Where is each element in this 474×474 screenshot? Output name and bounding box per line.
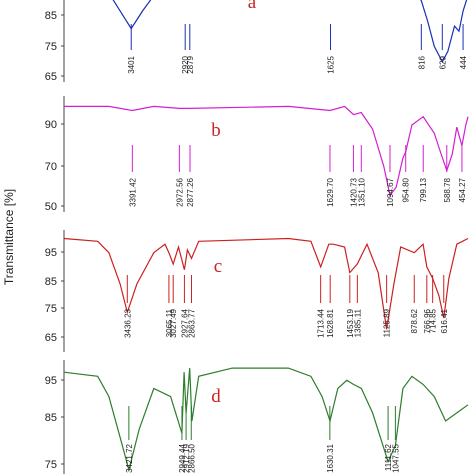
peak-label: 3391.42 (128, 177, 137, 206)
peak-label: 629 (438, 55, 447, 69)
peak-label: 1125.89 (383, 308, 392, 337)
peak-label: 1630.31 (326, 443, 335, 472)
panel-letter-b: b (211, 120, 221, 141)
peak-label: 1094.67 (386, 177, 395, 206)
peak-label: 3436.23 (123, 308, 132, 337)
y-tick-label: 65 (45, 71, 57, 83)
y-tick-label: 85 (45, 412, 57, 424)
peak-label: 3027.49 (169, 308, 178, 337)
peak-label: 2877.26 (186, 177, 195, 206)
peak-label: 2927.64 (180, 308, 189, 337)
peak-label: 2863.77 (188, 308, 197, 337)
peak-label: 816 (417, 55, 426, 69)
peak-label: 878.62 (410, 308, 419, 333)
peak-label: 799.13 (419, 177, 428, 202)
peak-label: 1420.73 (349, 177, 358, 206)
peak-label: 1111.62 (384, 443, 393, 471)
peak-label: 2866.50 (187, 443, 196, 472)
y-tick-label: 95 (45, 247, 57, 259)
y-axis-label: Transmittance [%] (2, 189, 16, 285)
peak-label: 2879 (186, 55, 195, 73)
panel-letter-a: a (248, 0, 257, 13)
peak-label: 954.80 (402, 177, 411, 202)
peak-label: 1625 (327, 55, 336, 73)
y-tick-label: 95 (45, 375, 57, 387)
peak-label: 2949.44 (178, 443, 187, 472)
peak-label: 588.78 (443, 177, 452, 202)
peak-label: 616.41 (440, 308, 449, 333)
peak-label: 1351.10 (357, 177, 366, 206)
y-tick-label: 50 (45, 201, 57, 213)
spectrum-line-c (63, 237, 469, 330)
panel-letter-c: c (214, 256, 222, 277)
peak-label: 766.96 (423, 308, 432, 333)
peak-label: 1629.70 (326, 177, 335, 206)
peak-label: 1047.55 (391, 443, 400, 472)
y-tick-label: 85 (45, 10, 57, 22)
peak-label: 1628.81 (326, 308, 335, 337)
peak-label: 1713.44 (317, 308, 326, 337)
peak-label: 3401 (127, 55, 136, 73)
peak-label: 444 (459, 55, 468, 69)
peak-label: 2920 (181, 55, 190, 73)
peak-label: 1385.11 (353, 308, 362, 337)
y-tick-label: 75 (45, 459, 57, 471)
y-tick-label: 90 (45, 119, 57, 131)
peak-label: 2972.56 (175, 177, 184, 206)
peak-label: 454.27 (458, 177, 467, 202)
y-tick-label: 85 (45, 276, 57, 288)
panel-b: 90 70 50 3391.42 2972.56 2877.26 1629.70 1420.7… (45, 96, 469, 213)
spectrum-line-a (112, 0, 468, 63)
spectrum-line-b (64, 105, 469, 197)
peak-label: 3065.11 (165, 308, 174, 337)
peak-label: 2912.19 (182, 443, 191, 472)
peak-label: 1453.19 (346, 308, 355, 337)
y-tick-label: 75 (45, 303, 57, 315)
y-tick-label: 70 (45, 161, 57, 173)
peak-label: 714.85 (429, 308, 438, 333)
panel-letter-d: d (211, 386, 221, 407)
peak-label: 3421.72 (125, 443, 134, 472)
y-tick-label: 65 (45, 332, 57, 344)
spectrum-line-d (63, 367, 469, 473)
y-tick-label: 75 (45, 41, 57, 53)
